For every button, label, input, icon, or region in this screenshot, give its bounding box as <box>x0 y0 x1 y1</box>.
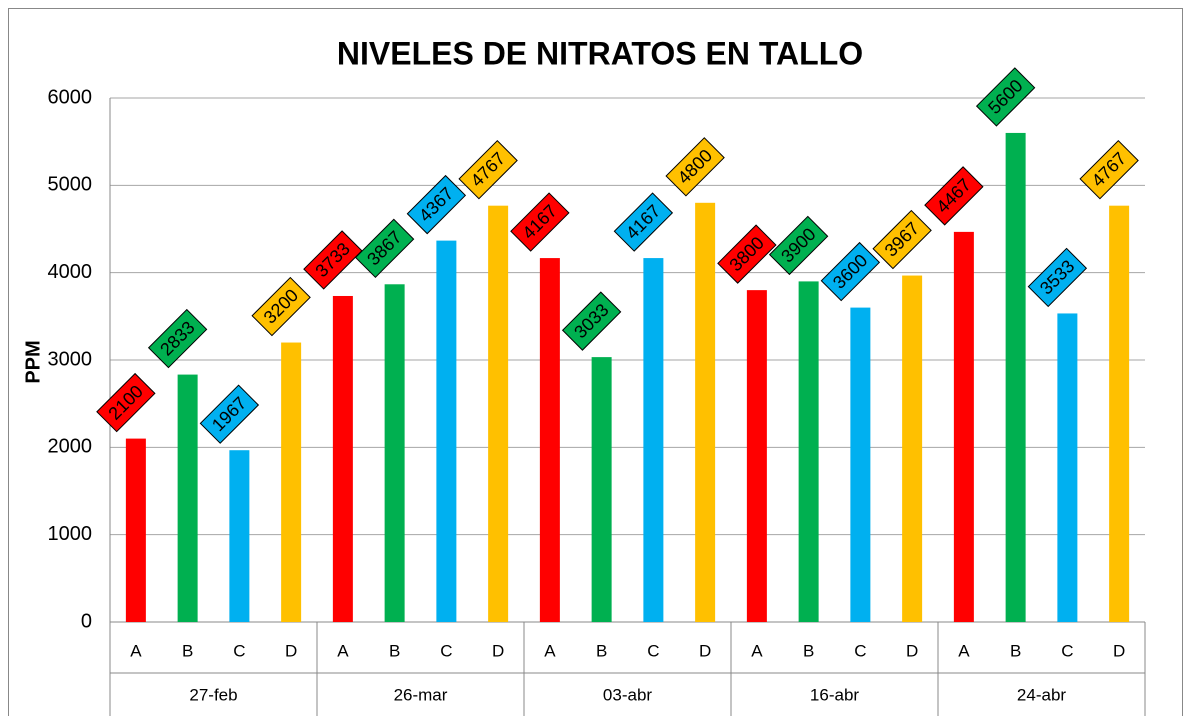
x-tick-label: B <box>1010 641 1021 660</box>
data-label-box <box>717 224 777 284</box>
bar <box>384 284 405 622</box>
bar <box>332 295 353 622</box>
x-tick-label: C <box>1061 641 1073 660</box>
y-tick-label: 6000 <box>48 86 93 108</box>
x-tick-label: B <box>182 641 193 660</box>
y-tick-label: 4000 <box>48 261 93 283</box>
bar <box>798 281 819 622</box>
x-tick-label: A <box>544 641 556 660</box>
data-label-box <box>1027 247 1088 308</box>
data-label-box <box>147 308 208 369</box>
x-tick-label: A <box>130 641 142 660</box>
data-label-box <box>354 218 415 278</box>
bar <box>850 307 871 622</box>
bar <box>436 240 457 622</box>
data-label-box <box>613 192 674 252</box>
bar <box>591 357 612 622</box>
y-tick-label: 0 <box>81 610 92 632</box>
x-tick-label: A <box>958 641 970 660</box>
x-tick-label: C <box>647 641 659 660</box>
data-label-box <box>665 137 725 197</box>
data-label: 2100 <box>96 372 156 433</box>
x-tick-label: B <box>596 641 607 660</box>
x-group-label: 03-abr <box>603 685 652 704</box>
x-tick-label: D <box>1113 641 1125 660</box>
bar <box>281 342 302 622</box>
y-tick-label: 3000 <box>48 348 93 370</box>
x-group-label: 27-feb <box>189 685 237 704</box>
x-tick-label: B <box>389 641 400 660</box>
x-tick-label: C <box>233 641 245 660</box>
data-label-box <box>303 230 363 290</box>
x-tick-label: A <box>337 641 349 660</box>
data-label: 4467 <box>924 166 984 226</box>
y-tick-label: 1000 <box>48 523 93 545</box>
data-label-box <box>820 241 881 302</box>
bar <box>1057 313 1078 622</box>
bar <box>1005 132 1026 622</box>
x-tick-label: C <box>854 641 866 660</box>
x-group-label: 16-abr <box>810 685 859 704</box>
bar <box>125 438 146 622</box>
bar <box>695 202 716 623</box>
bar <box>539 258 560 622</box>
data-label-box <box>406 174 467 235</box>
x-tick-label: D <box>285 641 297 660</box>
bar <box>643 258 664 622</box>
x-tick-label: D <box>699 641 711 660</box>
data-label-box <box>199 384 260 444</box>
y-axis-label: PPM <box>22 340 44 383</box>
data-label: 3967 <box>872 209 932 270</box>
data-label-box <box>510 192 570 252</box>
data-label-box <box>872 209 932 270</box>
bar <box>177 374 198 622</box>
data-label: 3600 <box>820 241 881 302</box>
data-label-box <box>251 276 311 337</box>
bar <box>1109 205 1130 622</box>
data-label-box <box>561 291 622 351</box>
y-tick-label: 5000 <box>48 174 93 196</box>
bar <box>746 290 767 622</box>
chart-title: NIVELES DE NITRATOS EN TALLO <box>337 35 863 71</box>
y-tick-label: 2000 <box>48 436 93 458</box>
bar <box>902 275 923 622</box>
x-tick-label: D <box>906 641 918 660</box>
data-label-box <box>975 67 1036 127</box>
x-group-label: 24-abr <box>1017 685 1066 704</box>
data-label-box <box>1079 139 1139 200</box>
data-label-box <box>458 139 518 200</box>
x-tick-label: C <box>440 641 452 660</box>
x-tick-label: D <box>492 641 504 660</box>
data-label-box <box>924 166 984 226</box>
data-label-box <box>96 372 156 433</box>
bar <box>953 231 974 622</box>
bar <box>488 205 509 622</box>
x-tick-label: B <box>803 641 814 660</box>
bar <box>229 450 250 622</box>
x-group-label: 26-mar <box>394 685 448 704</box>
x-tick-label: A <box>751 641 763 660</box>
data-label-box <box>768 215 829 276</box>
